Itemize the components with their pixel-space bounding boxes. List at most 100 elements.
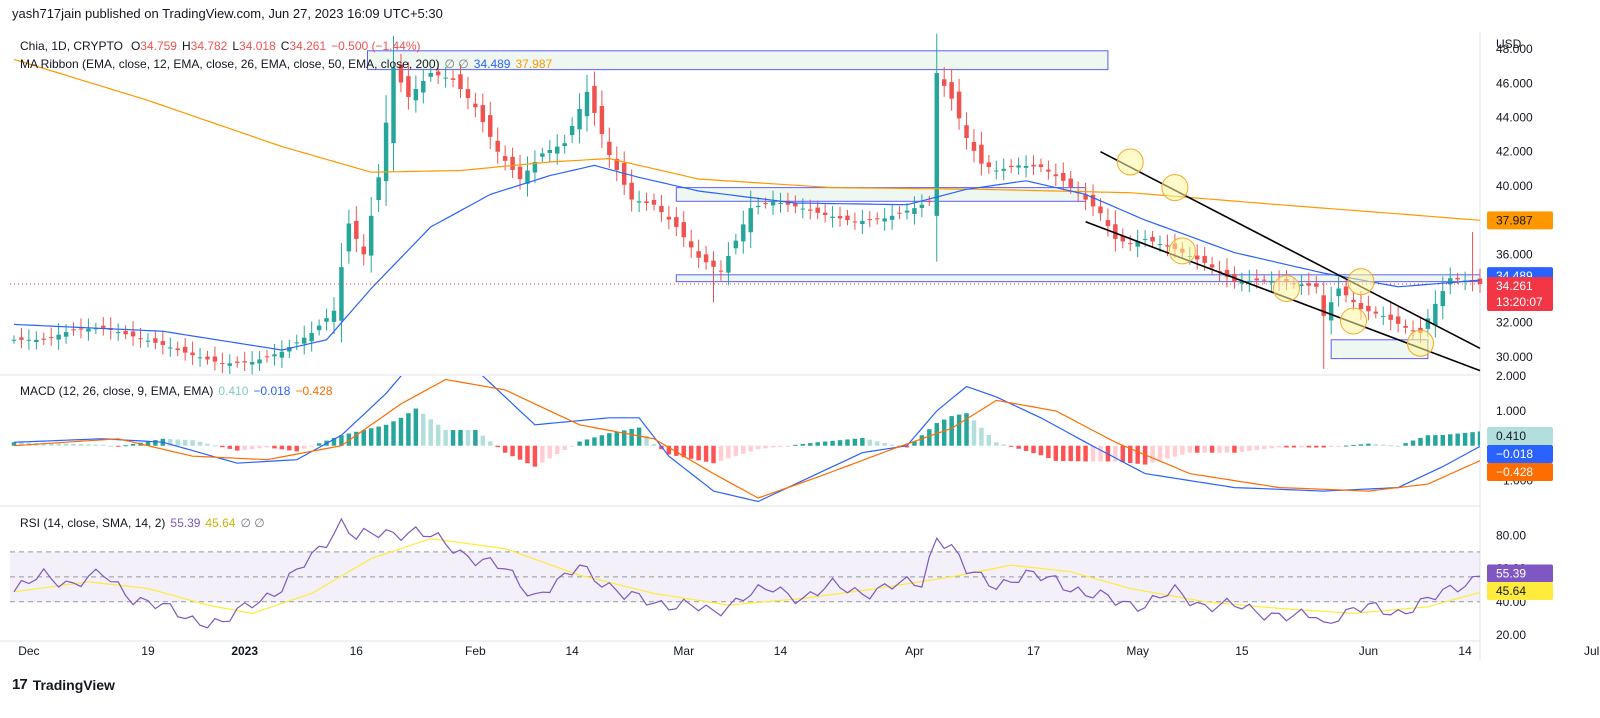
macd-histogram-bar (562, 445, 567, 450)
highlight-circle (1168, 237, 1196, 265)
price-tick-label: 30.000 (1496, 350, 1533, 364)
candle (383, 95, 389, 206)
candle-body (1477, 278, 1483, 285)
rsi-ma-badge: 45.64 (1487, 581, 1553, 600)
candle-body (1068, 178, 1073, 188)
footer-brand[interactable]: 17 TradingView (12, 676, 115, 693)
macd-histogram-bar (540, 445, 545, 463)
candle-body (1016, 165, 1021, 168)
candle (26, 329, 32, 350)
rsi-tick-label: 80.00 (1496, 528, 1526, 542)
candle-body (882, 218, 887, 222)
candle-body (242, 361, 247, 363)
price-tick-label: 44.000 (1496, 111, 1533, 125)
candle (845, 209, 850, 226)
candle (1314, 275, 1319, 294)
macd-histogram-bar (1239, 445, 1245, 452)
candle-body (979, 144, 984, 164)
candle (726, 242, 731, 286)
candle (1105, 208, 1111, 237)
high-label: H (181, 39, 191, 53)
price-tick-label: 32.000 (1496, 316, 1533, 330)
macd-histogram-bar (726, 445, 731, 459)
macd-histogram-bar (711, 445, 716, 464)
candle (904, 203, 910, 220)
candle (1343, 278, 1349, 303)
candle-body (577, 108, 582, 130)
candle (1016, 157, 1021, 175)
candle (934, 33, 939, 262)
candle (1381, 306, 1386, 326)
symbol-label[interactable]: Chia, 1D, CRYPTO (20, 39, 123, 53)
candle-body (703, 254, 709, 263)
macd-histogram-bar (837, 440, 843, 446)
candle-body (443, 77, 448, 79)
candle (1038, 158, 1044, 173)
candle (1061, 162, 1066, 191)
candle-body (956, 91, 962, 119)
candle (748, 190, 753, 248)
macd-histogram-bar (1031, 445, 1036, 454)
rsi-badge: 55.39 (1487, 564, 1553, 583)
candle (249, 351, 255, 375)
candle (361, 234, 366, 266)
candle-body (1105, 220, 1111, 227)
candle (1388, 302, 1393, 331)
rsi-value: 55.39 (170, 516, 201, 530)
candle (197, 347, 203, 367)
candle-body (346, 223, 352, 252)
candle-body (1269, 280, 1274, 283)
macd-histogram-bar (1477, 431, 1480, 446)
candle-body (249, 362, 255, 365)
rsi-badge-text: 55.39 (1496, 567, 1526, 581)
macd-line-badge-text: −0.018 (1496, 447, 1533, 461)
tradingview-logo-icon: 17 (12, 676, 28, 693)
macd-histogram-bar (383, 424, 389, 446)
candle-body (63, 332, 69, 337)
candle (71, 322, 76, 336)
macd-histogram-bar (48, 443, 54, 446)
macd-histogram-bar (927, 429, 932, 446)
candle-body (480, 105, 486, 123)
time-axis-label: 15 (1235, 644, 1249, 658)
candle (1261, 275, 1267, 284)
macd-histogram-bar (220, 445, 225, 448)
candle-body (555, 146, 560, 154)
macd-histogram-bar (1023, 445, 1029, 451)
candle (48, 327, 54, 346)
candle (949, 68, 954, 111)
candle-body (666, 216, 672, 220)
candle-body (525, 170, 530, 184)
candle (525, 156, 530, 197)
candle (220, 352, 225, 374)
candle (227, 354, 233, 374)
candle-body (681, 222, 686, 238)
candle-body (614, 158, 620, 170)
candle-body (502, 156, 508, 161)
candle-body (145, 340, 151, 342)
macd-legend[interactable]: MACD (12, 26, close, 9, EMA, EMA) 0.410 −0… (20, 384, 338, 398)
macd-histogram-bar (1433, 435, 1438, 446)
candle (889, 204, 895, 230)
candle (599, 90, 605, 149)
time-axis-label: 2023 (231, 644, 258, 658)
macd-histogram-bar (71, 443, 76, 446)
candle (629, 169, 634, 212)
candle-body (391, 67, 396, 144)
candle-body (182, 346, 188, 353)
candle-body (257, 359, 262, 364)
candle-body (1336, 288, 1341, 297)
candle-body (1239, 281, 1245, 284)
candle-body (19, 337, 24, 340)
candle (331, 297, 337, 335)
candle-body (235, 361, 240, 363)
time-axis-label: Jul (1584, 644, 1599, 658)
candle (547, 140, 553, 162)
candle-body (1455, 278, 1460, 280)
ma-ribbon-legend[interactable]: MA Ribbon (EMA, close, 12, EMA, close, 2… (20, 57, 557, 71)
ema-200-badge-text: 37.987 (1496, 213, 1533, 227)
macd-histogram-bar (1016, 445, 1021, 449)
rsi-legend[interactable]: RSI (14, close, SMA, 14, 2) 55.39 45.64 ∅ ∅ (20, 516, 270, 530)
candle (666, 205, 672, 230)
